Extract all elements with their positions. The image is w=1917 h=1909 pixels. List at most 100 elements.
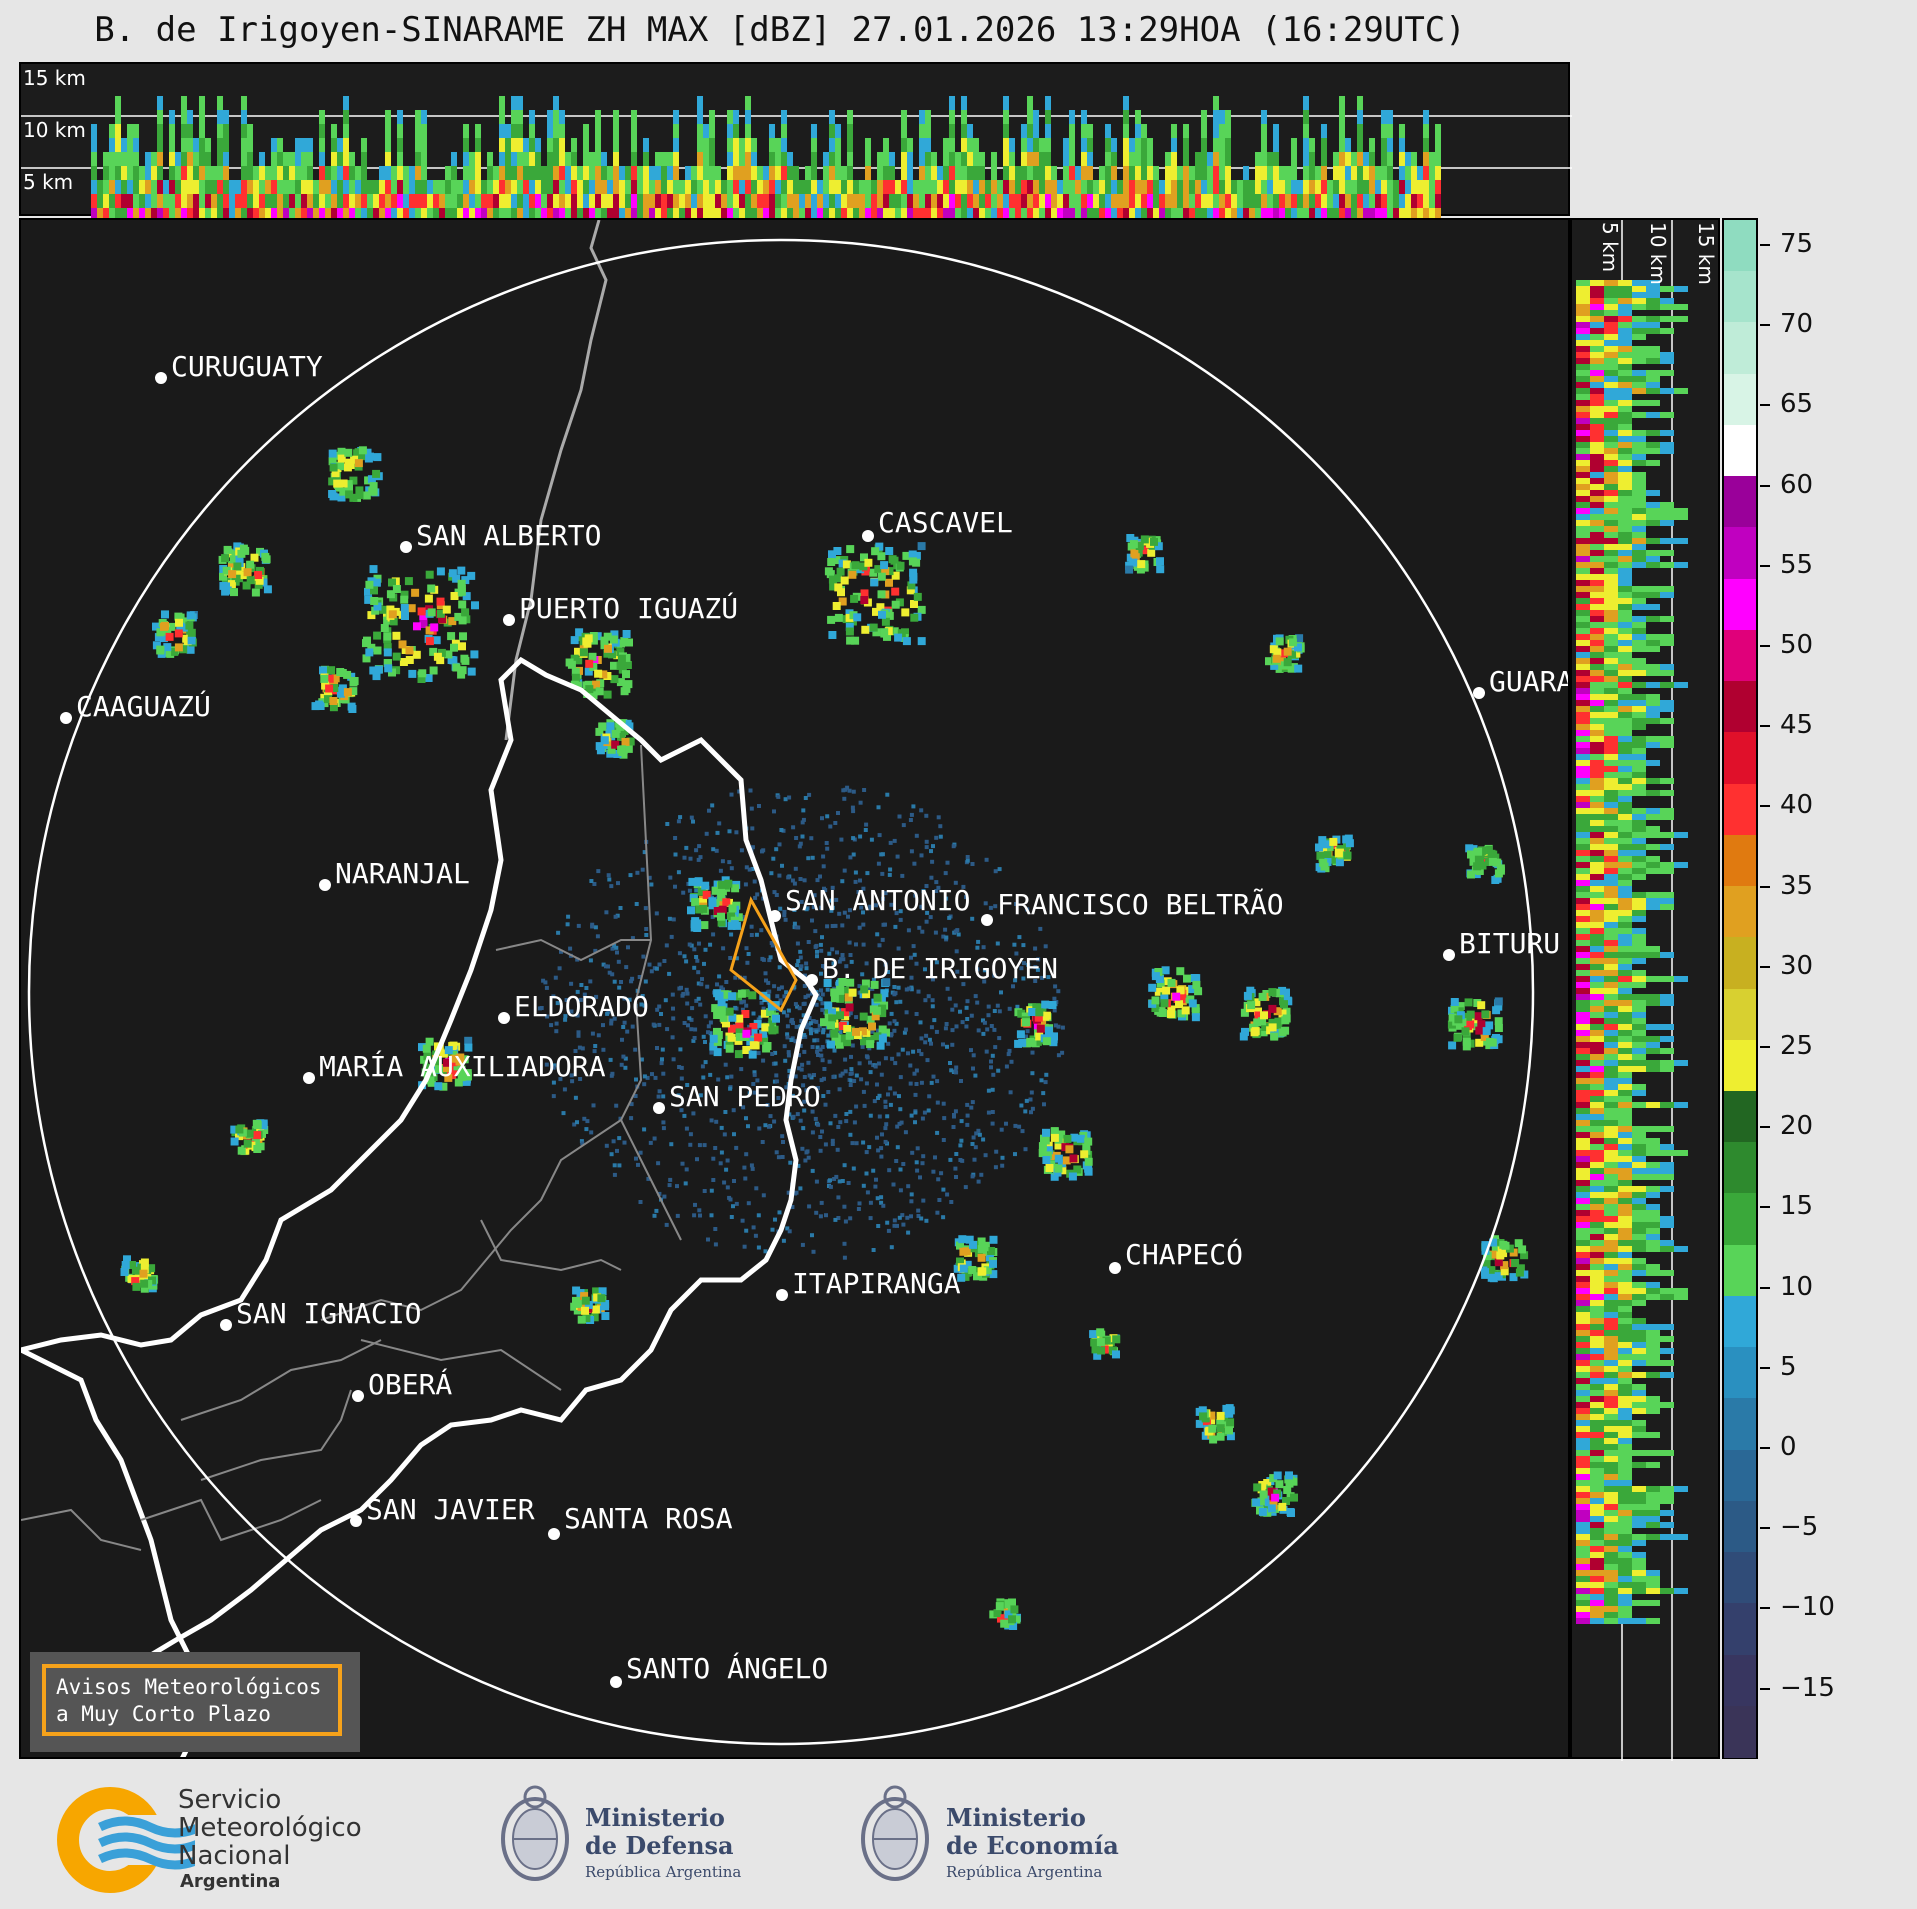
radar-map[interactable]: CURUGUATY SAN ALBERTO CAAGUAZÚ PUERTO IGUAZ…	[19, 218, 1570, 1759]
top-profile-pixel	[1135, 138, 1141, 152]
storm-cell-pixel	[1044, 1026, 1053, 1035]
echo-pixel	[787, 1229, 792, 1234]
top-profile-pixel	[709, 138, 715, 152]
top-profile-pixel	[847, 124, 853, 138]
side-profile-pixel	[1590, 1414, 1604, 1420]
top-profile-pixel	[727, 110, 733, 124]
echo-pixel	[656, 1161, 661, 1166]
top-profile-pixel	[1003, 96, 1009, 110]
echo-pixel	[629, 1102, 634, 1107]
top-profile-pixel	[121, 152, 127, 166]
storm-cell-pixel	[734, 913, 743, 922]
side-profile-pixel	[1646, 682, 1660, 688]
side-profile-pixel	[1590, 1168, 1604, 1174]
echo-pixel	[1042, 1102, 1046, 1107]
storm-cell-pixel	[1032, 1003, 1041, 1012]
side-profile-pixel	[1632, 556, 1646, 562]
top-profile-pixel	[451, 208, 457, 218]
top-profile-pixel	[925, 124, 931, 138]
top-profile-pixel	[1387, 208, 1393, 218]
side-profile-pixel	[1632, 1006, 1646, 1012]
echo-pixel	[622, 996, 627, 1001]
side-profile-pixel	[1576, 826, 1590, 832]
echo-pixel	[830, 924, 835, 928]
side-profile-pixel	[1576, 586, 1590, 592]
side-profile-pixel	[1590, 916, 1604, 922]
top-profile-pixel	[115, 152, 121, 166]
top-profile-pixel	[1357, 110, 1363, 124]
top-profile-pixel	[319, 110, 325, 124]
side-profile-pixel	[1590, 1552, 1604, 1558]
top-profile-pixel	[1009, 166, 1015, 180]
top-profile-pixel	[829, 110, 835, 124]
side-profile-pixel	[1604, 454, 1618, 460]
side-profile-pixel	[1590, 1594, 1604, 1600]
top-profile-pixel	[1123, 208, 1129, 218]
side-profile-pixel	[1618, 328, 1632, 334]
echo-pixel	[551, 1094, 556, 1099]
top-profile-pixel	[325, 208, 331, 218]
side-profile-pixel	[1618, 754, 1632, 760]
echo-pixel	[982, 979, 987, 984]
top-profile-pixel	[1213, 208, 1219, 218]
storm-cell-pixel	[603, 690, 612, 699]
side-profile-pixel	[1660, 502, 1674, 508]
top-profile-pixel	[727, 208, 733, 218]
echo-pixel	[757, 1126, 762, 1131]
storm-cell-pixel	[383, 648, 392, 657]
top-profile-pixel	[211, 194, 217, 208]
echo-pixel	[827, 1059, 832, 1064]
side-profile-pixel	[1618, 1528, 1632, 1534]
top-profile-pixel	[565, 194, 571, 208]
echo-pixel	[884, 1122, 889, 1127]
echo-pixel	[717, 974, 722, 979]
side-profile-pixel	[1618, 934, 1632, 940]
echo-pixel	[965, 1102, 970, 1107]
side-profile-pixel	[1632, 280, 1646, 286]
echo-pixel	[1038, 926, 1043, 931]
side-profile-pixel	[1576, 598, 1590, 604]
top-profile-pixel	[247, 180, 253, 194]
top-profile-pixel	[475, 152, 481, 166]
side-profile-pixel	[1618, 1168, 1632, 1174]
echo-pixel	[788, 1160, 793, 1165]
echo-pixel	[786, 1190, 791, 1195]
top-profile-pixel	[247, 152, 253, 166]
top-profile-pixel	[1261, 138, 1267, 152]
top-profile-pixel	[589, 208, 595, 218]
echo-pixel	[804, 907, 809, 912]
side-profile-pixel	[1590, 538, 1604, 544]
side-profile-pixel	[1590, 1528, 1604, 1534]
top-profile-pixel	[703, 152, 709, 166]
side-profile-pixel	[1674, 976, 1688, 982]
top-profile-pixel	[1213, 138, 1219, 152]
echo-pixel	[864, 1081, 869, 1086]
echo-pixel	[857, 1061, 862, 1066]
top-profile-pixel	[829, 124, 835, 138]
side-profile-pixel	[1576, 1186, 1590, 1192]
top-profile-pixel	[445, 180, 451, 194]
side-profile-pixel	[1618, 1492, 1632, 1498]
top-profile-pixel	[1195, 194, 1201, 208]
storm-cell-pixel	[910, 600, 918, 608]
storm-cell-pixel	[742, 1029, 751, 1038]
top-profile-pixel	[181, 124, 187, 138]
echo-pixel	[1011, 984, 1015, 989]
top-profile-pixel	[853, 194, 859, 208]
echo-pixel	[691, 819, 695, 824]
side-profile-pixel	[1632, 604, 1646, 610]
echo-pixel	[790, 1205, 795, 1209]
side-profile-pixel	[1576, 1072, 1590, 1078]
echo-pixel	[697, 1208, 702, 1213]
top-profile-pixel	[1261, 166, 1267, 180]
echo-pixel	[766, 980, 771, 985]
echo-pixel	[755, 1078, 760, 1083]
side-profile-pixel	[1646, 844, 1660, 850]
top-profile-pixel	[691, 194, 697, 208]
storm-cell-pixel	[1069, 1154, 1078, 1163]
side-profile-pixel	[1618, 982, 1632, 988]
side-profile-pixel	[1660, 634, 1674, 640]
echo-pixel	[633, 1047, 638, 1052]
side-profile-pixel	[1604, 1348, 1618, 1354]
top-profile-pixel	[619, 208, 625, 218]
